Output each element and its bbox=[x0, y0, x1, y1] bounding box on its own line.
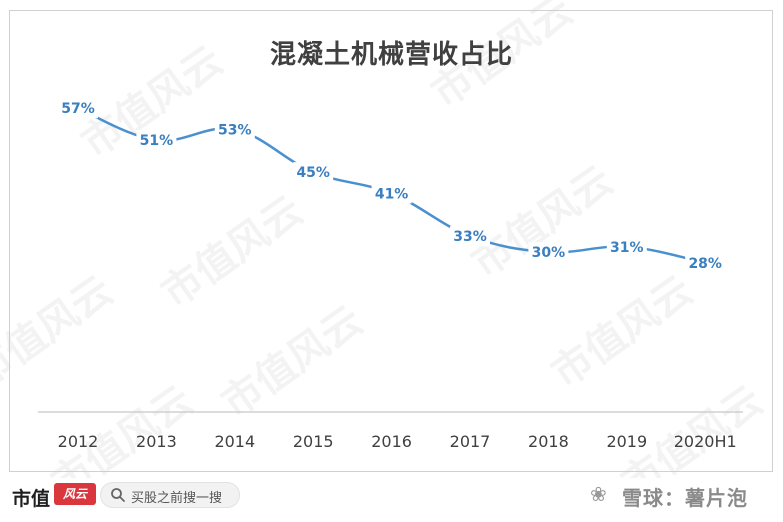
x-tick-label: 2013 bbox=[136, 432, 177, 451]
x-tick-label: 2017 bbox=[450, 432, 491, 451]
data-label-bg bbox=[293, 162, 334, 183]
data-label: 45% bbox=[296, 165, 330, 181]
data-label-bg bbox=[606, 236, 647, 257]
x-tick-label: 2016 bbox=[371, 432, 412, 451]
search-input[interactable]: 买股之前搜一搜 bbox=[100, 482, 240, 508]
x-tick-label: 2015 bbox=[293, 432, 334, 451]
search-icon bbox=[111, 488, 125, 502]
data-label-bg bbox=[371, 183, 412, 204]
search-placeholder: 买股之前搜一搜 bbox=[131, 491, 223, 506]
data-label-bg bbox=[685, 252, 726, 273]
data-label: 41% bbox=[375, 186, 409, 202]
x-tick-label: 2012 bbox=[58, 432, 99, 451]
data-label: 28% bbox=[688, 256, 722, 272]
chart-title: 混凝土机械营收占比 bbox=[269, 40, 513, 70]
data-label-bg bbox=[450, 226, 490, 247]
data-label: 30% bbox=[532, 245, 566, 261]
xueqiu-account[interactable]: 雪球：薯片泡 bbox=[622, 486, 748, 510]
x-tick-label: 2018 bbox=[528, 432, 569, 451]
x-tick-label: 2019 bbox=[606, 432, 647, 451]
data-label: 53% bbox=[218, 123, 252, 139]
data-label: 51% bbox=[140, 133, 174, 149]
data-label: 33% bbox=[453, 229, 487, 245]
data-label-bg bbox=[58, 98, 98, 119]
xueqiu-logo-icon: ❀ bbox=[590, 482, 607, 506]
data-label-bg bbox=[136, 130, 177, 151]
data-label-bg bbox=[528, 242, 569, 263]
brand-logo[interactable]: 风云 bbox=[54, 483, 96, 505]
data-label-bg bbox=[214, 119, 255, 140]
x-tick-label: 2020H1 bbox=[674, 432, 737, 451]
line-chart: 57% 51% 53% 45% 41% 33% 30% 31% 28% 2012 2013 2014 2… bbox=[38, 98, 743, 451]
data-label: 31% bbox=[610, 240, 644, 256]
brand-name: 市值 bbox=[12, 488, 51, 510]
x-tick-label: 2014 bbox=[214, 432, 255, 451]
footer-bar: 市值 风云 买股之前搜一搜 ❀ 雪球：薯片泡 bbox=[0, 478, 783, 522]
data-label: 57% bbox=[61, 101, 95, 117]
